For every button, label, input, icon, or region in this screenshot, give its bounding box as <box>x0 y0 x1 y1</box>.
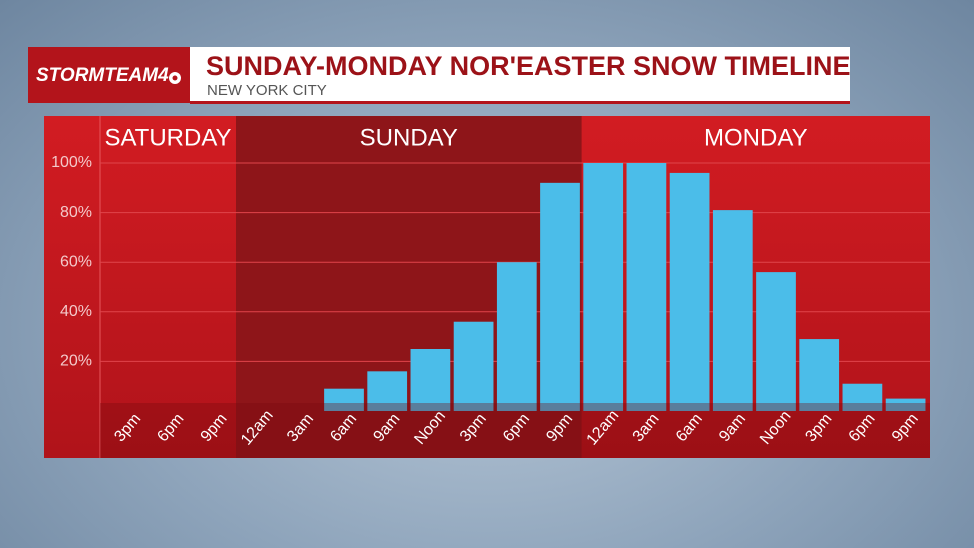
bar <box>799 339 840 411</box>
y-tick-label: 40% <box>60 303 92 320</box>
bar <box>756 272 796 411</box>
bar <box>842 383 883 411</box>
peacock <box>169 72 181 84</box>
x-label-strip <box>100 403 930 458</box>
title-box <box>190 47 850 103</box>
day-label: SUNDAY <box>360 124 458 151</box>
logo: STORMTEAM4 <box>36 65 169 86</box>
bar <box>496 262 537 411</box>
bar <box>540 182 580 411</box>
bar <box>410 349 451 411</box>
bar <box>583 163 624 411</box>
title: SUNDAY-MONDAY NOR'EASTER SNOW TIMELINE <box>206 51 851 81</box>
day-label: SATURDAY <box>104 124 231 151</box>
bar <box>453 321 494 411</box>
y-tick-label: 60% <box>60 253 92 270</box>
title-underline <box>190 101 850 104</box>
bar <box>367 371 408 411</box>
bar <box>669 172 710 411</box>
y-tick-label: 100% <box>51 154 92 171</box>
y-tick-label: 20% <box>60 353 92 370</box>
subtitle: NEW YORK CITY <box>207 82 327 99</box>
y-tick-label: 80% <box>60 204 92 221</box>
day-label: MONDAY <box>704 124 808 151</box>
bar <box>324 388 364 411</box>
bar <box>885 398 926 411</box>
bar <box>712 210 753 411</box>
bar <box>626 163 667 411</box>
logo-box <box>28 47 190 103</box>
